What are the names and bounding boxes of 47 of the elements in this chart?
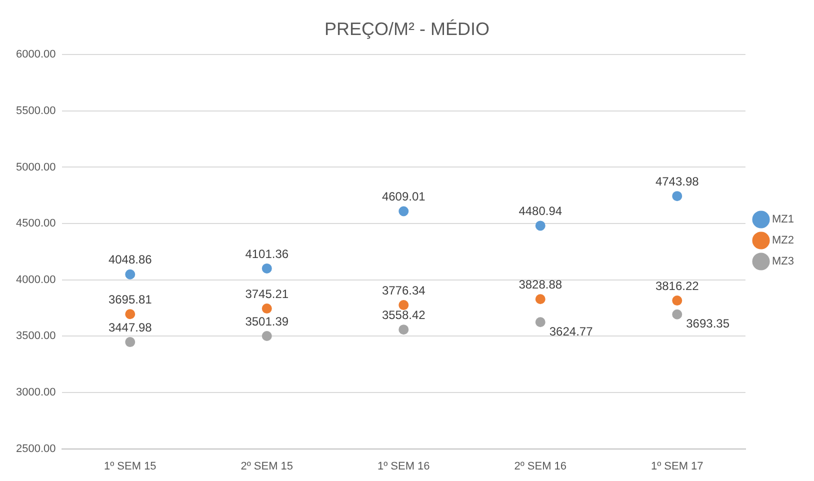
data-label: 4048.86 (108, 252, 152, 267)
data-label: 3816.22 (655, 278, 700, 293)
y-tick-label: 6000.00 (16, 48, 56, 61)
data-label: 4743.98 (655, 174, 700, 188)
data-label: 3558.42 (382, 308, 426, 322)
chart-title: PREÇO/M² - MÉDIO (324, 18, 490, 39)
point (125, 269, 136, 280)
data-label: 3828.88 (518, 277, 562, 292)
data-label: 3695.81 (108, 292, 152, 306)
legend-label: MZ3 (772, 256, 794, 268)
point (398, 300, 409, 310)
point (125, 309, 136, 320)
point (535, 317, 546, 328)
point (672, 309, 682, 320)
point (535, 220, 546, 231)
x-tick-label: 2º SEM 16 (514, 460, 567, 472)
x-tick-label: 1º SEM 16 (377, 460, 430, 472)
legend-label: MZ2 (772, 234, 794, 247)
data-label: 3447.98 (108, 320, 152, 334)
x-tick-label: 2º SEM 15 (240, 460, 294, 472)
point (672, 191, 682, 202)
data-label: 3745.21 (245, 286, 289, 301)
y-tick-label: 2500.00 (16, 442, 56, 455)
y-tick-label: 3500.00 (16, 330, 56, 342)
data-label: 4480.94 (518, 204, 562, 218)
point (398, 206, 409, 216)
y-tick-label: 4500.00 (16, 218, 56, 230)
x-tick-label: 1º SEM 17 (650, 460, 704, 472)
data-label: 3776.34 (382, 283, 426, 298)
y-tick-label: 4000.00 (16, 274, 56, 286)
point (262, 331, 272, 342)
point (535, 294, 546, 304)
data-label: 4609.01 (382, 190, 426, 204)
legend-label: MZ1 (772, 214, 794, 226)
y-tick-label: 3000.00 (16, 386, 56, 399)
point (262, 263, 272, 274)
data-label: 3624.77 (549, 324, 594, 338)
point (262, 304, 272, 314)
point (125, 337, 136, 348)
point (672, 296, 682, 306)
x-tick-label: 1º SEM 15 (104, 460, 156, 472)
y-tick-label: 5000.00 (16, 161, 56, 174)
y-tick-label: 5500.00 (16, 104, 56, 117)
point (398, 324, 409, 335)
data-label: 4101.36 (245, 246, 289, 261)
data-label: 3693.35 (686, 316, 730, 331)
data-label: 3501.39 (245, 314, 289, 328)
